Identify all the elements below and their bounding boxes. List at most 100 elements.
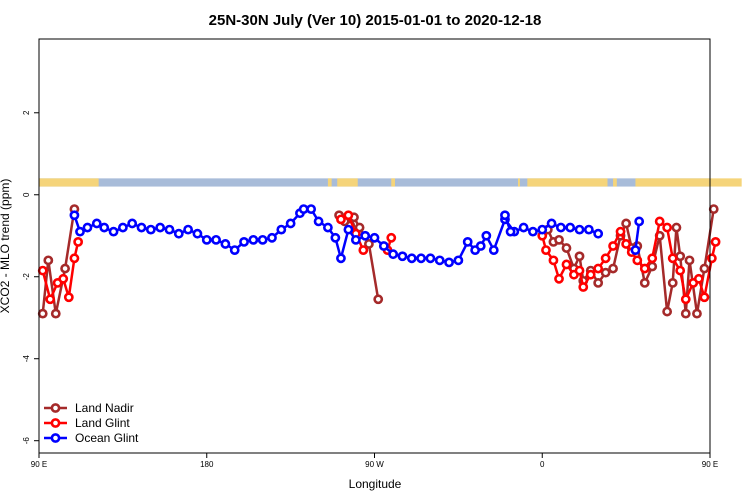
x-axis-label: Longitude: [349, 477, 402, 491]
land-band: [635, 178, 742, 187]
y-tick-label: -4: [22, 355, 31, 363]
data-point-ocean-glint: [201, 234, 212, 245]
data-point-ocean-glint: [555, 222, 566, 233]
data-point-ocean-glint: [192, 228, 203, 239]
land-band: [39, 178, 99, 187]
data-point-ocean-glint: [313, 216, 324, 227]
data-point-land-glint: [593, 263, 604, 274]
data-point-land-glint: [63, 292, 74, 303]
data-point-ocean-glint: [425, 253, 436, 264]
land-band: [527, 178, 608, 187]
data-point-ocean-glint: [183, 224, 194, 235]
x-tick-label: 180: [200, 460, 214, 469]
data-point-land-nadir: [662, 306, 673, 317]
series-ocean-glint: [69, 204, 645, 268]
data-point-ocean-glint: [397, 251, 408, 262]
data-point-land-glint: [58, 273, 69, 284]
data-point-ocean-glint: [155, 222, 166, 233]
data-point-ocean-glint: [634, 216, 645, 227]
data-point-ocean-glint: [505, 226, 516, 237]
data-point-land-nadir: [50, 308, 61, 319]
data-point-ocean-glint: [350, 234, 361, 245]
data-point-land-nadir: [554, 234, 564, 245]
plot-frame: [38, 38, 711, 454]
data-point-land-glint: [632, 255, 643, 266]
data-point-ocean-glint: [173, 228, 184, 239]
data-point-ocean-glint: [444, 257, 454, 268]
data-point-land-nadir: [373, 294, 384, 305]
x-tick-label: 90 E: [702, 460, 718, 469]
data-point-land-nadir: [600, 267, 611, 278]
data-point-land-nadir: [60, 263, 70, 274]
y-axis: 2 0 -2 -4 -6: [22, 110, 39, 444]
data-point-land-nadir: [699, 263, 710, 274]
data-point-land-nadir: [561, 243, 572, 253]
data-point-ocean-glint: [462, 237, 473, 247]
data-point-land-glint: [69, 253, 80, 264]
data-point-land-nadir: [37, 308, 48, 319]
data-point-ocean-glint: [593, 228, 604, 239]
data-point-land-nadir: [708, 204, 719, 215]
data-point-land-glint: [561, 259, 572, 270]
x-tick-label: 90 E: [31, 460, 47, 469]
data-point-ocean-glint: [378, 241, 389, 251]
data-point-ocean-glint: [343, 224, 354, 235]
data-point-ocean-glint: [481, 230, 492, 241]
data-point-land-glint: [45, 294, 56, 305]
data-point-land-glint: [667, 253, 678, 264]
legend-marker-land-nadir: [50, 403, 61, 413]
chart-title: 25N-30N July (Ver 10) 2015-01-01 to 2020…: [209, 12, 542, 29]
data-point-land-glint: [647, 253, 658, 264]
data-point-ocean-glint: [546, 218, 557, 229]
data-point-land-nadir: [639, 277, 650, 288]
land-band: [613, 178, 617, 187]
data-point-land-nadir: [608, 263, 618, 274]
data-point-ocean-glint: [145, 224, 156, 235]
data-point-ocean-glint: [257, 234, 268, 245]
data-point-land-glint: [615, 226, 626, 237]
legend-label-land-glint: Land Glint: [75, 416, 130, 430]
data-point-land-glint: [585, 269, 596, 280]
land-band: [518, 178, 520, 187]
data-point-ocean-glint: [528, 226, 538, 237]
data-point-land-nadir: [364, 239, 374, 249]
data-point-ocean-glint: [306, 204, 317, 215]
data-point-land-glint: [336, 214, 346, 225]
x-tick-label: 0: [540, 460, 545, 469]
x-tick-label: 90 W: [365, 460, 384, 469]
series-group: [37, 204, 721, 319]
data-point-ocean-glint: [360, 230, 371, 241]
data-point-ocean-glint: [388, 249, 399, 260]
data-point-land-nadir: [593, 277, 604, 288]
data-point-land-glint: [608, 241, 618, 251]
series-land-nadir: [37, 204, 719, 319]
data-point-land-glint: [680, 294, 691, 305]
data-point-ocean-glint: [108, 226, 119, 237]
data-point-ocean-glint: [574, 224, 585, 235]
data-point-ocean-glint: [416, 253, 426, 264]
data-point-ocean-glint: [518, 222, 529, 233]
y-tick-label: -6: [22, 437, 31, 445]
legend-label-land-nadir: Land Nadir: [75, 401, 134, 415]
data-point-land-glint: [693, 273, 704, 284]
data-point-land-glint: [574, 265, 585, 276]
data-point-ocean-glint: [99, 222, 110, 233]
data-point-land-nadir: [621, 218, 632, 229]
data-point-ocean-glint: [267, 232, 277, 243]
data-point-land-glint: [710, 237, 721, 247]
data-point-ocean-glint: [127, 218, 138, 229]
data-point-ocean-glint: [583, 224, 594, 235]
data-point-ocean-glint: [276, 224, 287, 235]
data-point-ocean-glint: [565, 222, 576, 233]
data-point-land-glint: [706, 253, 717, 264]
data-point-ocean-glint: [211, 234, 221, 245]
data-point-land-glint: [621, 239, 632, 249]
y-tick-label: 2: [22, 110, 31, 115]
data-point-land-glint: [343, 210, 354, 221]
x-axis: 90 E 180 90 W 0 90 E: [31, 453, 718, 469]
data-point-land-nadir: [667, 277, 678, 288]
ocean-band: [39, 178, 710, 187]
data-point-ocean-glint: [298, 204, 309, 215]
data-point-ocean-glint: [164, 224, 175, 235]
